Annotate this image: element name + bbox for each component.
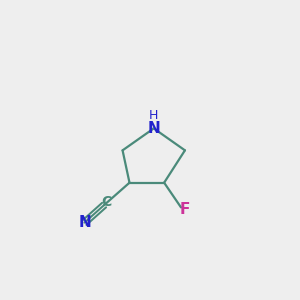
Text: N: N xyxy=(147,121,160,136)
Text: N: N xyxy=(79,215,92,230)
Text: C: C xyxy=(101,195,112,208)
Text: H: H xyxy=(149,109,158,122)
Text: F: F xyxy=(180,202,190,217)
